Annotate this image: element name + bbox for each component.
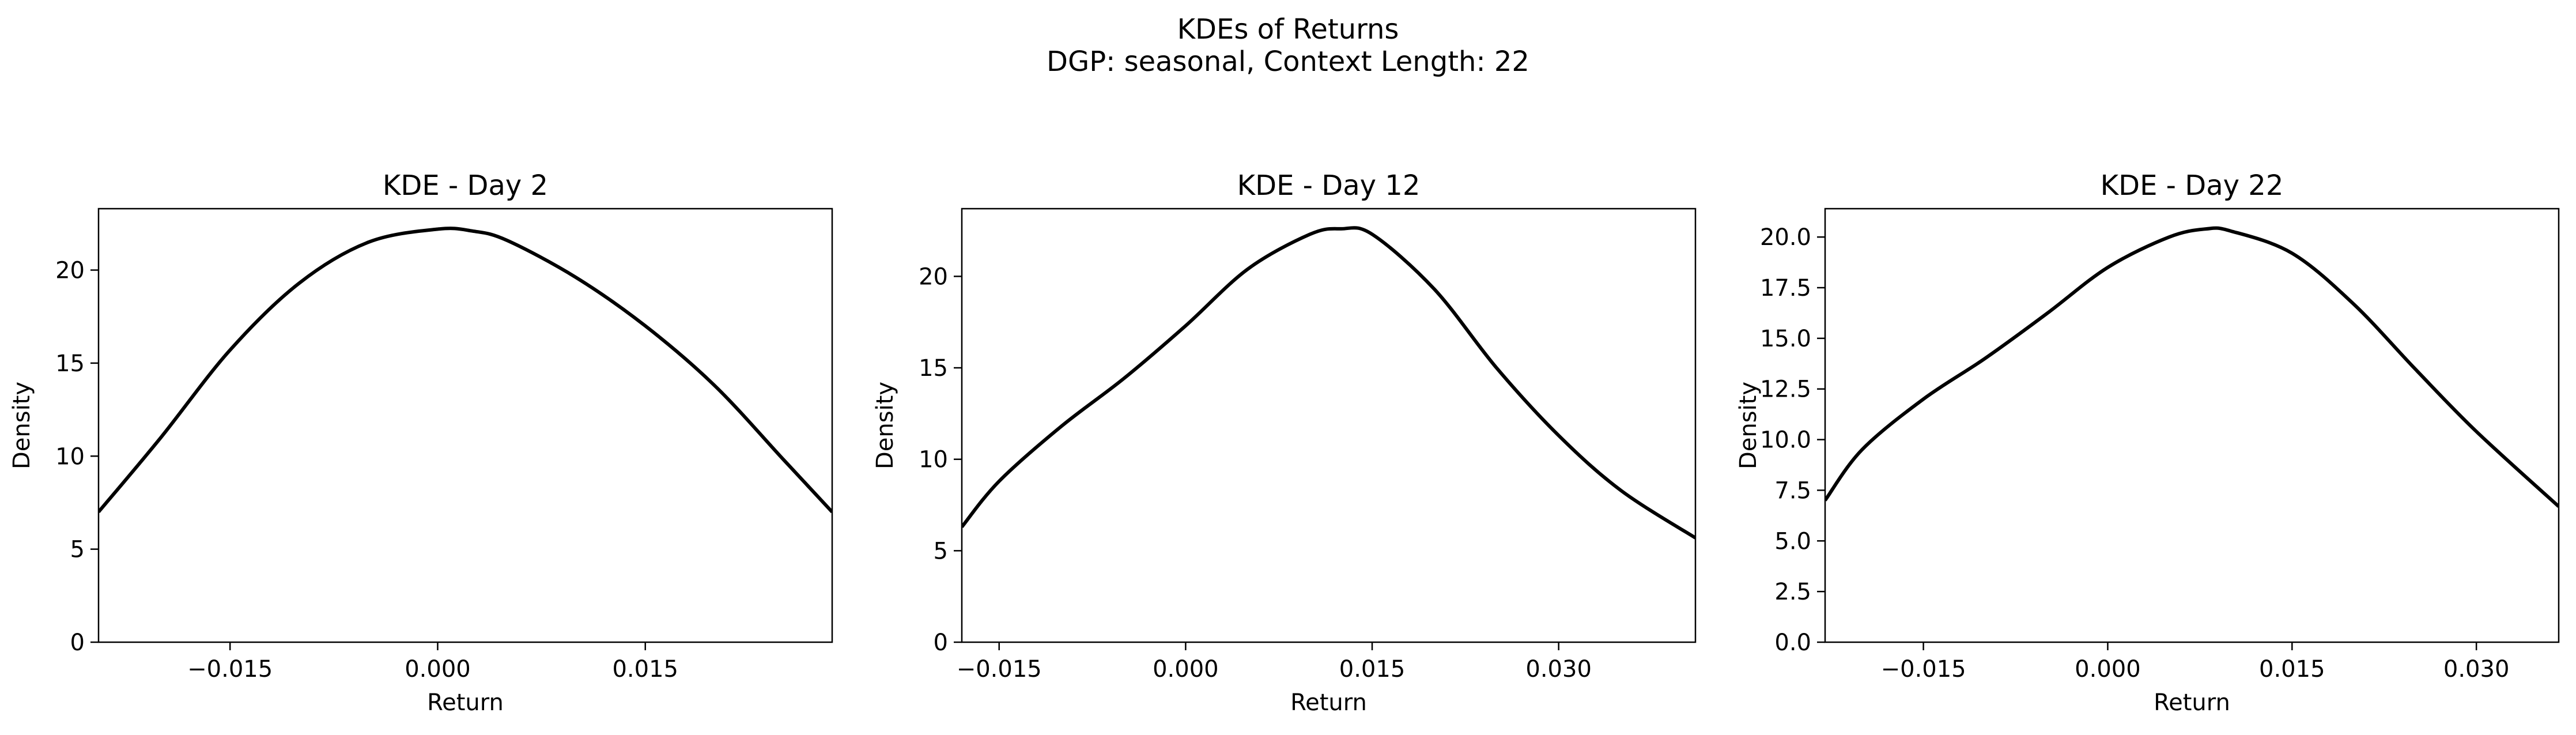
y-tick-label: 7.5	[1774, 477, 1811, 504]
x-tick-label: 0.000	[405, 656, 471, 683]
x-tick-label: 0.000	[2075, 656, 2141, 683]
chart-title: KDE - Day 12	[1237, 169, 1421, 202]
axes-frame	[97, 208, 833, 643]
y-tick-label: 15.0	[1760, 326, 1811, 352]
x-tick-label: 0.000	[1153, 656, 1219, 683]
axes-frame	[1824, 208, 2560, 643]
x-axis-label: Return	[1290, 689, 1367, 716]
figure-suptitle: KDEs of Returns	[1177, 13, 1399, 46]
y-tick-label: 10	[55, 443, 85, 470]
y-tick-label: 17.5	[1760, 275, 1811, 301]
y-tick-label: 0.0	[1774, 630, 1811, 656]
y-tick-label: 5	[934, 538, 948, 564]
x-tick-label: 0.015	[612, 656, 678, 683]
x-tick-label: 0.015	[1339, 656, 1406, 683]
x-axis-label: Return	[2154, 689, 2230, 716]
chart-title: KDE - Day 2	[383, 169, 548, 202]
y-tick-label: 0	[934, 630, 948, 656]
y-tick-label: 20	[55, 258, 85, 284]
y-tick-label: 5.0	[1774, 528, 1811, 555]
x-tick-label: 0.030	[2443, 656, 2510, 683]
x-tick-label: −0.015	[1881, 656, 1966, 683]
x-tick-label: −0.015	[187, 656, 273, 683]
y-tick-label: 20.0	[1760, 224, 1811, 251]
y-tick-label: 5	[70, 537, 85, 563]
x-tick-label: 0.030	[1525, 656, 1592, 683]
x-tick-label: 0.015	[2259, 656, 2325, 683]
y-axis-label: Density	[1735, 382, 1762, 469]
axes-frame	[961, 208, 1697, 643]
kde-density-line	[962, 226, 1695, 540]
y-axis-label: Density	[872, 382, 898, 469]
x-tick-label: −0.015	[957, 656, 1042, 683]
y-tick-label: 10.0	[1760, 427, 1811, 454]
y-tick-label: 20	[919, 263, 948, 290]
y-tick-label: 12.5	[1760, 376, 1811, 403]
y-tick-label: 15	[55, 350, 85, 377]
y-tick-label: 2.5	[1774, 579, 1811, 605]
chart-title: KDE - Day 22	[2101, 169, 2284, 202]
kde-density-line	[1825, 226, 2559, 508]
x-axis-label: Return	[427, 689, 504, 716]
y-tick-label: 10	[919, 447, 948, 473]
kde-density-line	[99, 227, 832, 514]
y-axis-label: Density	[9, 382, 35, 469]
y-tick-label: 15	[919, 355, 948, 382]
y-tick-label: 0	[70, 630, 85, 656]
figure-subtitle: DGP: seasonal, Context Length: 22	[1047, 46, 1529, 78]
